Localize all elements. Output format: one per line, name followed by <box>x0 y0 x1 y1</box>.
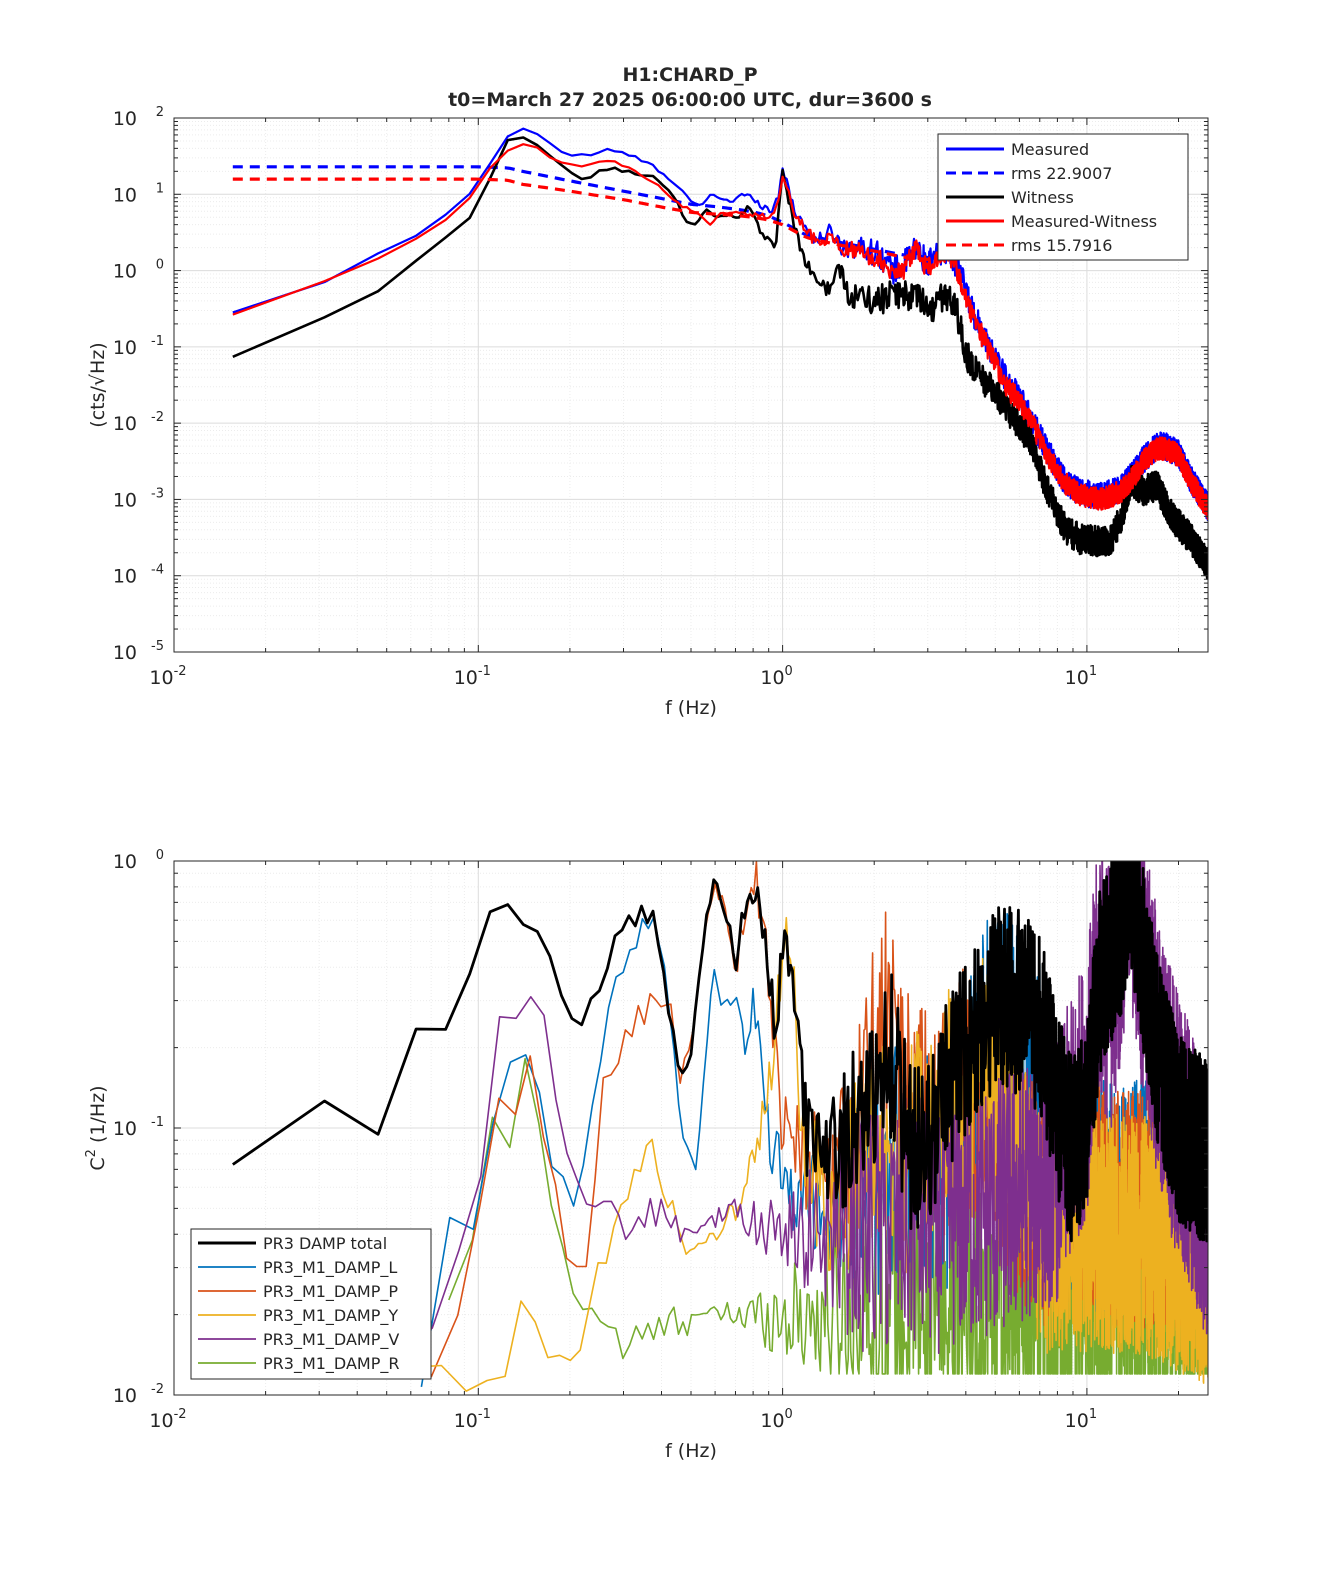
series-line-witness <box>232 136 1208 580</box>
y-tick-label: 10 2 <box>113 105 164 130</box>
legend-label: rms 15.7916 <box>1011 236 1112 255</box>
x-tick-label-exponent: -2 <box>174 1407 187 1422</box>
y-tick-label-base: 10 <box>113 1118 137 1140</box>
y-tick-label: 10 1 <box>113 181 164 206</box>
x-tick-label: 10-2 <box>149 1407 186 1432</box>
x-tick-label-exponent: -1 <box>478 1407 491 1422</box>
x-tick-label: 101 <box>1065 664 1097 689</box>
y-tick-label-base: 10 <box>113 642 137 664</box>
y-tick-label-exponent: 2 <box>156 105 164 120</box>
y-tick-label: 10 -3 <box>113 486 164 511</box>
y-axis-label-unit: (1/Hz) <box>87 1085 109 1149</box>
x-tick-label-base: 10 <box>760 1410 784 1432</box>
y-axis-label: C2 (1/Hz) <box>84 1085 109 1170</box>
legend-label: rms 22.9007 <box>1011 164 1112 183</box>
y-tick-label-base: 10 <box>113 337 137 359</box>
legend-label: Measured-Witness <box>1011 212 1157 231</box>
legend-label: PR3_M1_DAMP_V <box>263 1330 399 1350</box>
x-tick-label-base: 10 <box>149 667 173 689</box>
legend-label: PR3_M1_DAMP_P <box>263 1282 398 1302</box>
x-tick-label-base: 10 <box>1065 667 1089 689</box>
y-tick-label-base: 10 <box>113 108 137 130</box>
legend: Measured rms 22.9007 Witness Measured-Witne… <box>937 133 1189 261</box>
series-line-rms-22-9007 <box>232 165 937 261</box>
x-tick-label-base: 10 <box>454 1410 478 1432</box>
x-tick-label: 10-2 <box>149 664 186 689</box>
x-tick-label-exponent: 0 <box>785 664 793 679</box>
x-tick-label-exponent: 0 <box>785 1407 793 1422</box>
legend-label: PR3_M1_DAMP_R <box>263 1354 399 1374</box>
y-tick-label-exponent: 0 <box>156 848 164 863</box>
legend-label: PR3 DAMP total <box>263 1234 387 1253</box>
y-tick-label: 10 -1 <box>113 1115 164 1140</box>
y-tick-label-base: 10 <box>113 1385 137 1407</box>
y-axis-label-base: C <box>87 1157 109 1170</box>
x-tick-label-exponent: -2 <box>174 664 187 679</box>
y-tick-label-exponent: -1 <box>151 1115 164 1130</box>
chart-title: H1:CHARD_P <box>622 64 757 86</box>
x-axis-label: f (Hz) <box>665 697 717 719</box>
y-tick-label: 10 0 <box>113 848 164 873</box>
y-tick-label-exponent: -2 <box>151 1382 164 1397</box>
y-tick-label-base: 10 <box>113 261 137 283</box>
y-axis-label-superscript: 2 <box>84 1149 99 1157</box>
x-tick-label-exponent: 1 <box>1089 664 1097 679</box>
y-tick-label-base: 10 <box>113 851 137 873</box>
y-tick-label-exponent: -5 <box>151 639 164 654</box>
series-line-pr3-m1-damp-v <box>398 861 1208 1357</box>
ticks <box>173 860 1208 1396</box>
x-tick-label-base: 10 <box>454 667 478 689</box>
series-group <box>232 127 1208 580</box>
legend-label: Witness <box>1011 188 1074 207</box>
x-tick-label: 100 <box>760 1407 792 1432</box>
psd-chart: H1:CHARD_P t0=March 27 2025 06:00:00 UTC… <box>87 64 1209 719</box>
y-tick-label-base: 10 <box>113 184 137 206</box>
x-tick-label-exponent: -1 <box>478 664 491 679</box>
y-tick-label-base: 10 <box>113 413 137 435</box>
y-tick-label-base: 10 <box>113 489 137 511</box>
legend-label: PR3_M1_DAMP_Y <box>263 1306 398 1326</box>
legend-box <box>190 1228 432 1380</box>
x-tick-label-exponent: 1 <box>1089 1407 1097 1422</box>
y-tick-label-exponent: -2 <box>151 410 164 425</box>
y-tick-label-exponent: 0 <box>156 258 164 273</box>
legend-label: PR3_M1_DAMP_L <box>263 1258 397 1278</box>
x-tick-label-base: 10 <box>1065 1410 1089 1432</box>
y-tick-label: 10 -4 <box>113 563 164 588</box>
y-tick-label-exponent: 1 <box>156 181 164 196</box>
y-tick-label: 10 -2 <box>113 410 164 435</box>
chart-subtitle: t0=March 27 2025 06:00:00 UTC, dur=3600 … <box>448 89 932 111</box>
y-tick-label: 10 -1 <box>113 334 164 359</box>
y-tick-label: 10 -5 <box>113 639 164 664</box>
x-tick-label-base: 10 <box>760 667 784 689</box>
y-tick-label: 10 -2 <box>113 1382 164 1407</box>
x-tick-label: 10-1 <box>454 1407 491 1432</box>
legend: PR3 DAMP total PR3_M1_DAMP_L PR3_M1_DAMP_P… <box>190 1228 432 1380</box>
x-tick-label: 101 <box>1065 1407 1097 1432</box>
y-tick-label-exponent: -4 <box>151 563 164 578</box>
legend-label: Measured <box>1011 140 1089 159</box>
y-tick-label-exponent: -3 <box>151 486 164 501</box>
x-tick-label-base: 10 <box>149 1410 173 1432</box>
series-line-pr3-damp-total <box>232 861 1208 1243</box>
x-tick-label: 10-1 <box>454 664 491 689</box>
y-axis-label: (cts/√Hz) <box>87 342 109 427</box>
series-group <box>232 861 1208 1392</box>
y-tick-label: 10 0 <box>113 258 164 283</box>
ticks <box>173 117 1208 653</box>
x-tick-label: 100 <box>760 664 792 689</box>
x-axis-label: f (Hz) <box>665 1440 717 1462</box>
y-tick-label-base: 10 <box>113 566 137 588</box>
series-line-measured-witness <box>232 143 1208 521</box>
y-tick-label-exponent: -1 <box>151 334 164 349</box>
